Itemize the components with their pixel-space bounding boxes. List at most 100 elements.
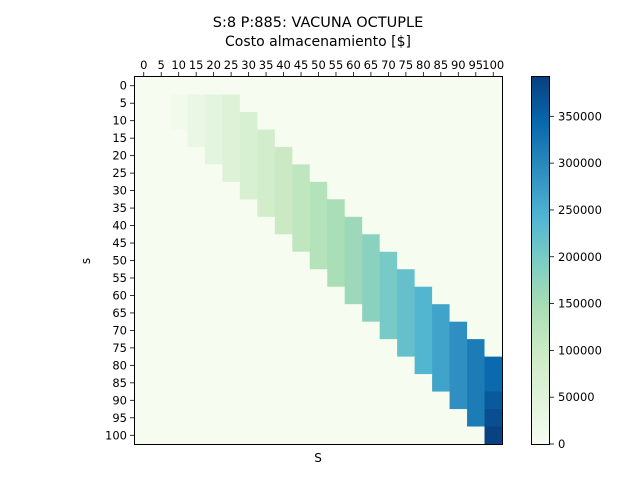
heatmap-cell xyxy=(169,269,189,288)
heatmap-cell xyxy=(135,129,154,148)
heatmap-cell xyxy=(239,251,258,270)
heatmap-cell xyxy=(187,374,206,393)
heatmap-cell xyxy=(274,409,293,428)
heatmap-cell xyxy=(432,164,451,183)
y-axis-ticks: 0 5 10 15 20 25 30 35 40 45 50 55 60 65 70 75 80 85 90 95 10… xyxy=(105,79,134,442)
heatmap-cell xyxy=(432,111,451,131)
heatmap-cells xyxy=(135,77,503,445)
heatmap-cell xyxy=(484,129,503,148)
heatmap-cell xyxy=(484,286,503,305)
heatmap-cell xyxy=(449,339,468,358)
heatmap-cell xyxy=(397,269,416,288)
heatmap-cell xyxy=(152,409,171,428)
heatmap-cell xyxy=(222,269,241,288)
heatmap-cell xyxy=(135,304,154,323)
heatmap-cell xyxy=(187,199,206,218)
heatmap-cell xyxy=(274,164,293,183)
heatmap-cell xyxy=(414,339,433,358)
y-tick-label: 45 xyxy=(112,236,127,250)
heatmap-cell xyxy=(274,374,293,393)
heatmap-cell xyxy=(344,181,363,200)
heatmap-cell xyxy=(484,181,503,200)
heatmap-cell xyxy=(152,339,171,358)
heatmap-cell xyxy=(152,286,171,305)
heatmap-cell xyxy=(292,94,311,113)
heatmap-cell xyxy=(274,77,293,96)
heatmap-cell xyxy=(344,251,363,270)
heatmap-cell xyxy=(379,146,398,165)
heatmap-cell xyxy=(484,426,503,445)
heatmap-cell xyxy=(309,234,328,253)
heatmap-cell xyxy=(152,269,171,288)
heatmap-cell xyxy=(414,251,433,270)
heatmap-cell xyxy=(379,374,398,393)
heatmap-cell xyxy=(135,77,154,96)
heatmap-cell xyxy=(327,181,346,200)
heatmap-cell xyxy=(292,111,311,131)
heatmap-cell xyxy=(222,409,241,428)
heatmap-cell xyxy=(327,216,346,235)
heatmap-cell xyxy=(222,94,241,113)
heatmap-cell xyxy=(344,111,363,131)
y-tick-label: 90 xyxy=(112,393,127,407)
heatmap-cell xyxy=(239,199,258,218)
heatmap-cell xyxy=(484,234,503,253)
heatmap-cell xyxy=(204,251,223,270)
heatmap-cell xyxy=(257,181,276,200)
heatmap-cell xyxy=(239,146,258,165)
heatmap-cell xyxy=(379,181,398,200)
heatmap-cell xyxy=(292,269,311,288)
x-tick-label: 0 xyxy=(140,58,147,72)
heatmap-cell xyxy=(152,356,171,375)
heatmap-cell xyxy=(169,129,189,148)
heatmap-cell xyxy=(292,181,311,200)
heatmap-cell xyxy=(467,129,486,148)
heatmap-cell xyxy=(135,199,154,218)
heatmap-cell xyxy=(135,374,154,393)
heatmap-cell xyxy=(362,356,381,375)
colorbar-tick-label: 150000 xyxy=(558,297,602,311)
heatmap-cell xyxy=(274,181,293,200)
heatmap-cell xyxy=(379,216,398,235)
heatmap-cell xyxy=(204,164,223,183)
heatmap-cell xyxy=(484,216,503,235)
heatmap-cell xyxy=(484,409,503,428)
y-tick-label: 55 xyxy=(112,271,127,285)
heatmap-cell xyxy=(274,111,293,131)
heatmap-cell xyxy=(204,94,223,113)
heatmap-cell xyxy=(379,234,398,253)
heatmap-cell xyxy=(239,374,258,393)
heatmap-cell xyxy=(239,269,258,288)
y-tick-label: 95 xyxy=(112,411,127,425)
heatmap-cell xyxy=(257,164,276,183)
heatmap-cell xyxy=(135,234,154,253)
heatmap-cell xyxy=(187,111,206,131)
heatmap-cell xyxy=(204,181,223,200)
heatmap-cell xyxy=(135,181,154,200)
heatmap-cell xyxy=(344,409,363,428)
heatmap-cell xyxy=(169,409,189,428)
heatmap-cell xyxy=(257,339,276,358)
heatmap-cell xyxy=(432,426,451,445)
heatmap-cell xyxy=(152,251,171,270)
heatmap-cell xyxy=(274,129,293,148)
x-tick-label: 100 xyxy=(482,58,504,72)
colorbar-tick-label: 250000 xyxy=(558,203,602,217)
heatmap-cell xyxy=(169,391,189,410)
heatmap-cell xyxy=(239,94,258,113)
heatmap-cell xyxy=(239,339,258,358)
heatmap-cell xyxy=(135,251,154,270)
heatmap-cell xyxy=(222,374,241,393)
heatmap-cell xyxy=(274,94,293,113)
heatmap-cell xyxy=(484,251,503,270)
heatmap-cell xyxy=(239,77,258,96)
heatmap-cell xyxy=(432,356,451,375)
heatmap-cell xyxy=(274,251,293,270)
colorbar-tick-label: 50000 xyxy=(558,390,595,404)
heatmap-cell xyxy=(135,339,154,358)
heatmap-cell xyxy=(432,391,451,410)
heatmap-cell xyxy=(309,164,328,183)
heatmap-cell xyxy=(135,409,154,428)
heatmap-cell xyxy=(414,321,433,340)
heatmap-cell xyxy=(309,216,328,235)
